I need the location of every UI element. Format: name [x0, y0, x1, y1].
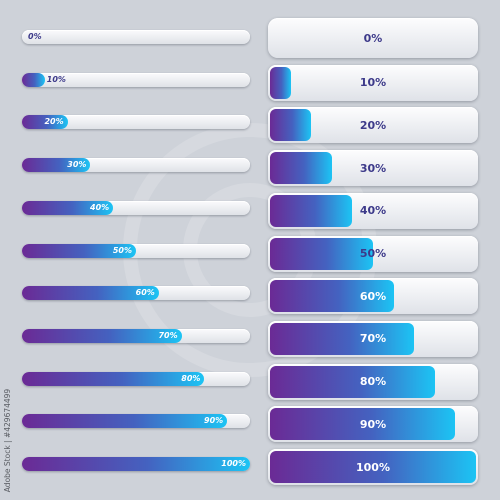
thick-progress-label: 90% [359, 417, 387, 431]
thick-progress-bar: 100% [268, 449, 478, 485]
thick-progress-label: 10% [359, 76, 387, 90]
thick-progress-label: 30% [359, 161, 387, 175]
thin-progress-label: 60% [135, 288, 155, 298]
thin-progress-fill [22, 158, 91, 173]
thick-progress-label: 100% [356, 460, 390, 474]
thick-progress-fill [270, 365, 435, 398]
thick-progress-fill [270, 280, 394, 313]
thin-progress-bar: 90% [22, 414, 250, 429]
thin-progress-label: 40% [90, 202, 110, 212]
thick-progress-fill [270, 109, 312, 142]
thin-progress-bar: 20% [22, 115, 250, 130]
thin-progress-label: 0% [28, 32, 42, 41]
thick-progress-bar: 70% [268, 320, 478, 357]
thin-progress-bar: 60% [22, 286, 250, 301]
thin-progress-bar: 100% [22, 457, 250, 471]
thick-progress-label: 70% [359, 332, 387, 346]
thick-progress-fill [270, 237, 373, 270]
thick-progress-bar: 80% [268, 363, 478, 400]
thin-progress-fill [22, 243, 136, 258]
thin-progress-label: 90% [204, 416, 224, 426]
thin-progress-fill [22, 371, 205, 386]
thick-progress-fill [270, 194, 353, 227]
thick-progress-bar: 30% [268, 150, 478, 187]
thick-progress-label: 0% [363, 31, 383, 45]
watermark: Adobe Stock | #429674499 [2, 380, 14, 500]
thin-progress-fill [22, 328, 182, 343]
thin-progress-bar: 80% [22, 371, 250, 386]
thick-progress-label: 20% [359, 118, 387, 132]
thin-progress-fill [22, 115, 68, 130]
thin-progress-fill [22, 457, 250, 471]
thin-progress-fill [22, 414, 228, 429]
thick-progress-bar: 60% [268, 278, 478, 315]
thick-progress-label: 60% [359, 289, 387, 303]
thick-progress-bar: 50% [268, 235, 478, 272]
thick-progress-fill [270, 451, 476, 483]
thin-progress-label: 30% [67, 160, 87, 170]
thick-progress-bar: 20% [268, 107, 478, 144]
thick-progress-fill [270, 152, 332, 185]
thin-progress-bar: 70% [22, 328, 250, 343]
thin-progress-fill [22, 200, 114, 215]
thin-progress-label: 10% [46, 74, 66, 84]
thick-progress-label: 80% [359, 375, 387, 389]
thin-progress-bar: 10% [22, 72, 250, 87]
thin-progress-bar: 0% [22, 30, 250, 44]
thick-progress-bar: 90% [268, 406, 478, 443]
thin-progress-label: 100% [221, 459, 246, 468]
thin-progress-label: 50% [112, 245, 132, 255]
thick-progress-fill [270, 322, 415, 355]
thin-progress-bar: 40% [22, 200, 250, 215]
thin-progress-label: 80% [181, 373, 201, 383]
thin-progress-label: 20% [44, 117, 64, 127]
thin-progress-fill [22, 72, 45, 87]
thick-progress-label: 40% [359, 204, 387, 218]
thin-progress-fill [22, 286, 159, 301]
thick-progress-fill [270, 408, 456, 441]
thick-progress-bar: 0% [268, 18, 478, 58]
thick-progress-fill [270, 66, 291, 99]
thin-progress-label: 70% [158, 330, 178, 340]
thick-progress-bar: 40% [268, 192, 478, 229]
thin-progress-bar: 50% [22, 243, 250, 258]
thick-progress-label: 50% [359, 247, 387, 260]
thin-progress-bar: 30% [22, 158, 250, 173]
watermark-id: Adobe Stock | #429674499 [3, 388, 13, 492]
thick-progress-bar: 10% [268, 64, 478, 101]
